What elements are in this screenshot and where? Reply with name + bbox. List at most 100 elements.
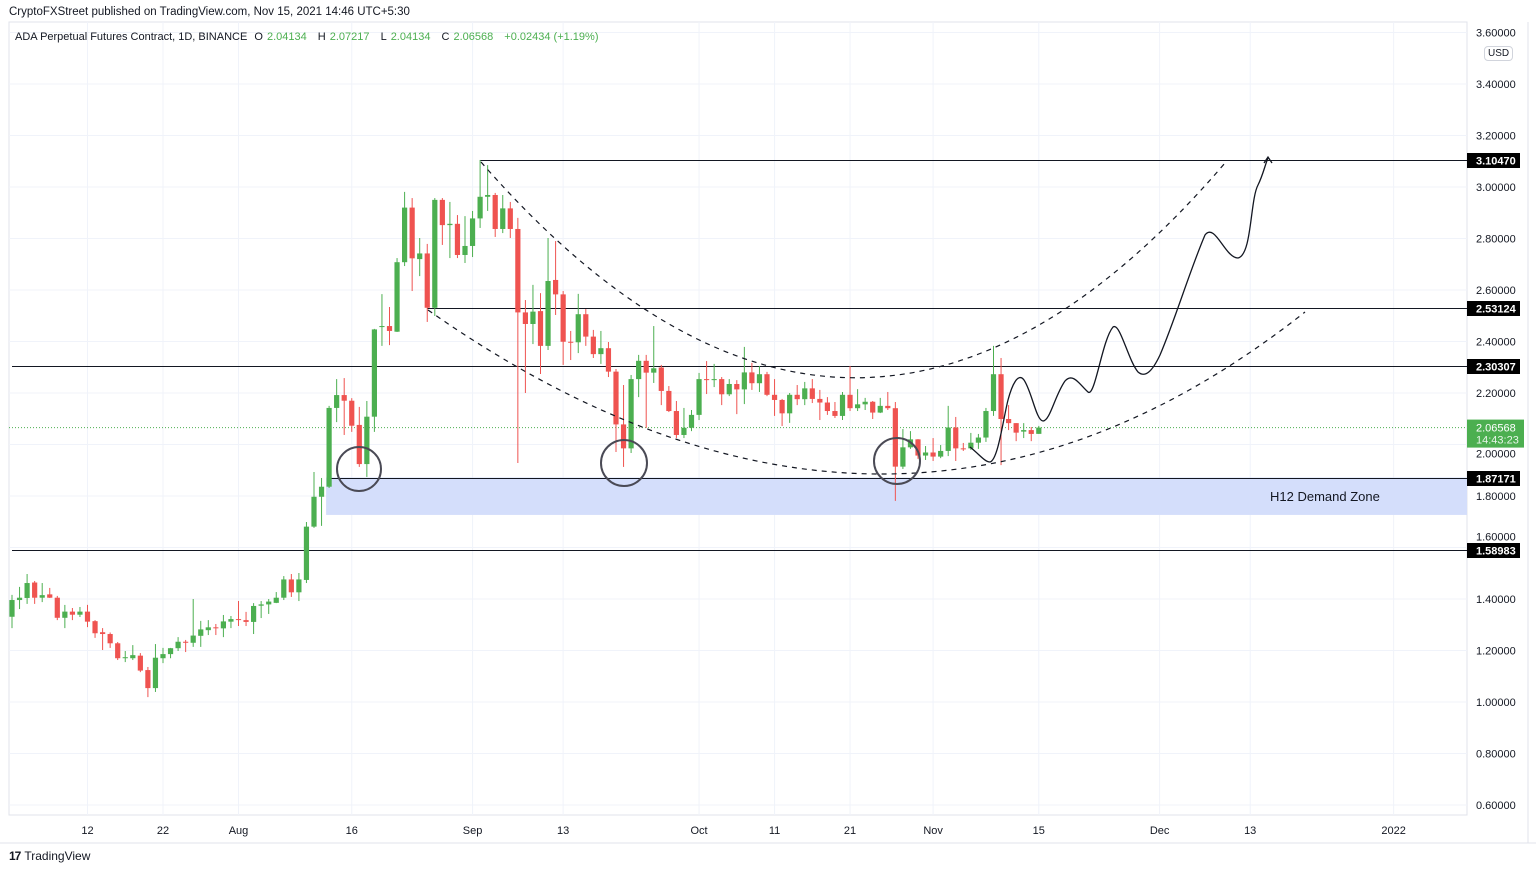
candle (220, 614, 226, 638)
candle-body (228, 619, 234, 622)
candle (190, 599, 196, 647)
candle (469, 210, 476, 258)
swing-low-circle[interactable] (873, 437, 921, 485)
candle-body (696, 379, 702, 415)
swing-low-circle[interactable] (600, 439, 648, 487)
candle-body (688, 414, 695, 428)
candle (862, 397, 868, 410)
x-tick-label: Nov (923, 825, 943, 837)
candle (688, 409, 695, 432)
candle (409, 198, 415, 292)
level-price-label: 3.10470 (1476, 156, 1516, 168)
candle-body (251, 605, 257, 622)
x-tick-label: Sep (463, 825, 483, 837)
candle (726, 379, 732, 397)
candle-body (839, 394, 846, 416)
candle (907, 431, 914, 449)
candle (817, 389, 823, 421)
candle (530, 284, 536, 345)
open-value: 2.04134 (266, 31, 307, 43)
currency-badge[interactable]: USD (1484, 46, 1514, 61)
candle-body (545, 280, 551, 346)
y-tick-label: 3.60000 (1476, 28, 1516, 40)
candle (643, 354, 649, 429)
y-tick-label: 1.60000 (1476, 532, 1516, 544)
candle-body (24, 583, 30, 598)
candle-body (198, 629, 204, 636)
candle (749, 362, 755, 390)
candle-body (681, 427, 687, 435)
time-axis[interactable]: 12 22 Aug 16 Sep 13 Oct 11 21 Nov 15 Dec 13 2022 (81, 825, 1406, 837)
candle-body (922, 452, 929, 456)
candle (326, 405, 332, 489)
candle-body (537, 311, 544, 346)
candle (424, 243, 430, 322)
candle (371, 328, 377, 432)
candle (311, 472, 317, 528)
candle-body (855, 404, 861, 409)
candle-body (183, 641, 189, 643)
candle-body (213, 627, 219, 629)
footer-logo[interactable]: 17 TradingView (9, 849, 90, 863)
last-price-tag (1467, 419, 1524, 448)
candle (477, 159, 483, 228)
candle-body (787, 394, 793, 414)
level-price-tag (1467, 471, 1520, 486)
candle-body (771, 394, 778, 400)
candle-body (817, 398, 823, 403)
candle (839, 391, 846, 421)
candle (100, 628, 106, 650)
candle-body (605, 348, 612, 372)
candle-body (16, 597, 23, 601)
candle-body (303, 526, 310, 580)
candle-body (288, 579, 294, 593)
candle-body (130, 655, 136, 659)
candle-body (530, 311, 536, 324)
swing-low-circle[interactable] (336, 446, 382, 492)
candle-body (636, 360, 642, 380)
lower-cup-curve[interactable] (427, 309, 1306, 475)
candle (447, 201, 453, 259)
projection-arrow-icon (1263, 155, 1273, 164)
candle-body (39, 595, 45, 598)
candle (605, 342, 612, 378)
level-price-tag (1467, 153, 1520, 168)
candle (160, 647, 166, 664)
candle-body (877, 405, 883, 413)
candle-body (160, 654, 166, 659)
symbol-title[interactable]: ADA Perpetual Futures Contract, 1D, BINA… (15, 31, 248, 43)
candle (251, 603, 257, 635)
level-price-label: 2.53124 (1476, 304, 1517, 316)
candle-body (492, 194, 498, 229)
candle-body (990, 374, 997, 412)
candle-body (598, 348, 604, 355)
y-tick-label: 3.20000 (1476, 131, 1516, 143)
projection-path[interactable] (969, 157, 1269, 463)
candle (130, 645, 136, 661)
candle (900, 429, 906, 469)
candle-body (975, 437, 981, 443)
candle-body (477, 196, 483, 219)
candle (930, 438, 936, 461)
candle (1006, 405, 1012, 431)
candle-body (666, 390, 672, 412)
candle (620, 385, 627, 467)
candle-body (900, 447, 906, 467)
price-axis[interactable]: 3.60000 3.40000 3.20000 3.00000 2.80000 2.600… (1476, 28, 1516, 813)
candle-body (77, 611, 83, 615)
candle-body (485, 194, 491, 197)
candle (590, 329, 596, 358)
candle (1021, 423, 1027, 439)
symbol-legend: ADA Perpetual Futures Contract, 1D, BINA… (15, 31, 602, 43)
candle-body (386, 326, 393, 331)
candle-body (643, 360, 649, 373)
logo-text: TradingView (24, 849, 91, 863)
level-price-tag (1467, 301, 1520, 316)
level-price-label: 2.30307 (1476, 362, 1516, 374)
change-value: +0.02434 (+1.19%) (504, 31, 599, 43)
high-value: 2.07217 (329, 31, 370, 43)
upper-cup-curve[interactable] (480, 161, 1226, 379)
candle-body (522, 312, 528, 324)
candle (402, 191, 408, 267)
